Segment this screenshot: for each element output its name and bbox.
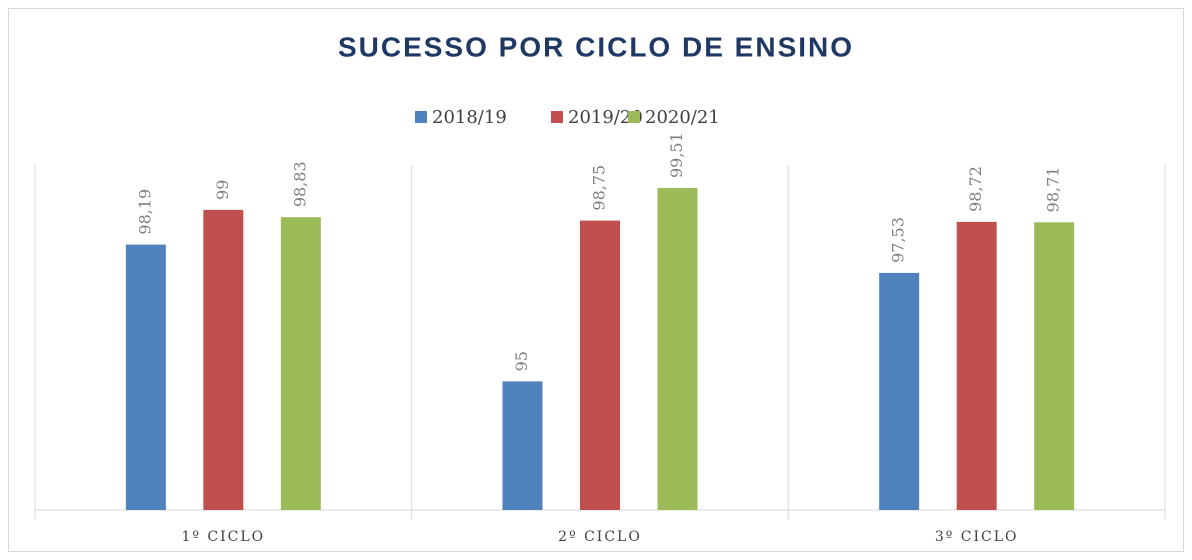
data-label: 98,72 bbox=[966, 166, 985, 212]
data-label: 95 bbox=[512, 351, 531, 371]
legend-swatch bbox=[628, 111, 640, 123]
bar bbox=[956, 221, 997, 510]
bar bbox=[580, 220, 620, 510]
legend-swatch bbox=[551, 111, 563, 123]
bar bbox=[125, 244, 166, 510]
x-tick-label: 3º CICLO bbox=[935, 529, 1019, 545]
data-label: 98,75 bbox=[590, 165, 609, 211]
data-label: 98,71 bbox=[1044, 166, 1063, 212]
data-label: 99 bbox=[213, 180, 232, 200]
data-label: 97,53 bbox=[889, 217, 908, 263]
legend-label: 2018/19 bbox=[432, 107, 507, 128]
data-label: 99,51 bbox=[667, 132, 686, 178]
bar bbox=[502, 381, 543, 510]
x-tick-label: 2º CICLO bbox=[558, 529, 642, 545]
bar bbox=[203, 209, 244, 510]
x-tick-label: 1º CICLO bbox=[181, 529, 265, 545]
chart-title: SUCESSO POR CICLO DE ENSINO bbox=[338, 31, 854, 62]
data-label: 98,19 bbox=[135, 189, 154, 235]
legend-swatch bbox=[415, 111, 427, 123]
bar bbox=[657, 188, 698, 511]
legend-label: 2020/21 bbox=[645, 107, 720, 128]
bar bbox=[280, 217, 321, 510]
data-label: 98,83 bbox=[290, 161, 309, 207]
bar bbox=[1034, 222, 1075, 510]
legend-label: 2019/20 bbox=[568, 107, 643, 128]
bar bbox=[879, 272, 920, 510]
